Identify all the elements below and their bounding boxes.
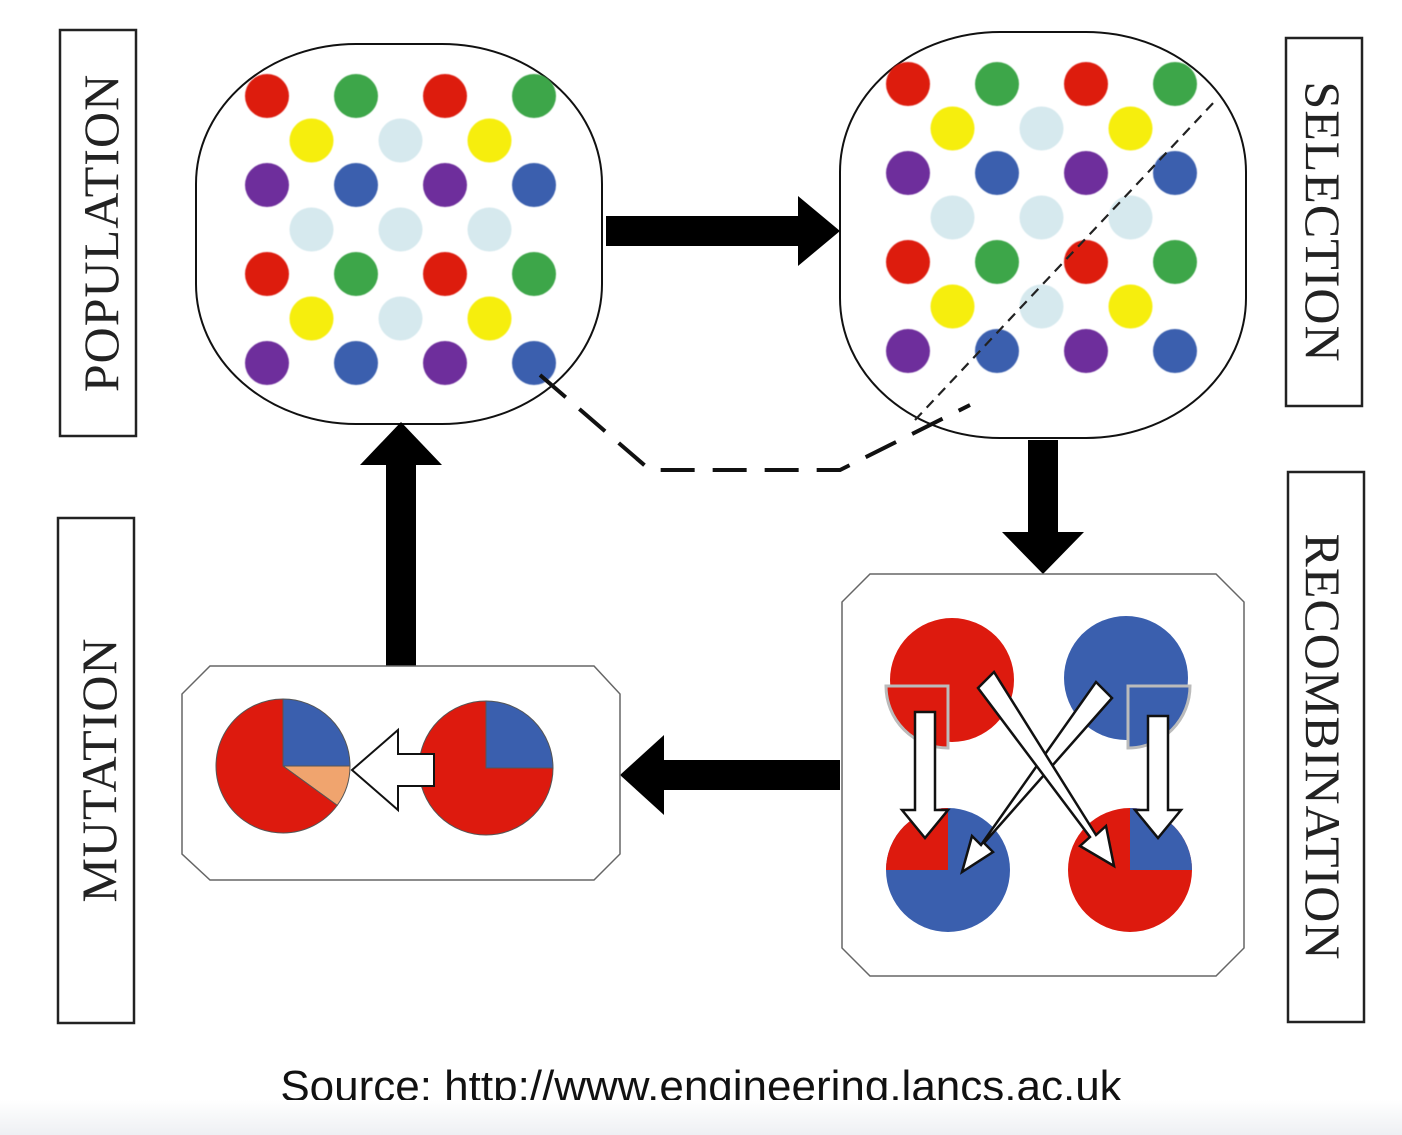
selection-individual-red [1064, 62, 1108, 106]
population-individual-lightblue [378, 118, 423, 163]
selection-individual-lightblue [1019, 195, 1064, 240]
selection-individual-green [1153, 240, 1197, 284]
elitism-dashed-path [538, 373, 971, 472]
crossover-arrows [899, 670, 1184, 875]
arrow-mutation-to-population [360, 422, 442, 666]
selection-individual-green [975, 240, 1019, 284]
population-individual-blue [334, 341, 378, 385]
population-individual-red [423, 74, 467, 118]
population-label-box: POPULATION [58, 28, 138, 438]
recombination-panel [841, 573, 1245, 977]
population-individual-lightblue [467, 207, 512, 252]
population-individual-lightblue [289, 207, 334, 252]
population-individual-red [423, 252, 467, 296]
recombination-label-box: RECOMBINATION [1286, 470, 1366, 1024]
selection-individual-purple [886, 151, 930, 195]
population-individual-purple [423, 163, 467, 207]
selection-individual-purple [886, 329, 930, 373]
mutation-child-chromosome [215, 698, 351, 834]
population-individual-green [512, 74, 556, 118]
arrow-selection-to-recombination [1002, 440, 1084, 574]
selection-individual-purple [1064, 151, 1108, 195]
recombination-label: RECOMBINATION [1295, 534, 1351, 961]
population-individual-purple [245, 163, 289, 207]
copy-arrow-left [899, 710, 951, 840]
population-individual-green [334, 74, 378, 118]
population-individual-purple [245, 341, 289, 385]
selection-individual-purple [1064, 329, 1108, 373]
selection-individual-yellow [930, 284, 975, 329]
selection-individual-red [886, 240, 930, 284]
selection-individual-yellow [1108, 284, 1153, 329]
selection-individual-red [1064, 240, 1108, 284]
child-a-chromosome [886, 808, 1010, 932]
population-individual-green [512, 252, 556, 296]
selection-individual-red [886, 62, 930, 106]
population-individual-yellow [467, 118, 512, 163]
cross-arrow-b-to-a [959, 680, 1114, 875]
population-label: POPULATION [73, 74, 129, 392]
mutation-label-box: MUTATION [56, 516, 136, 1025]
selection-individual-lightblue [1019, 284, 1064, 329]
population-individual-blue [512, 163, 556, 207]
mutation-parent-chromosome [418, 700, 554, 836]
selection-label-box: SELECTION [1284, 36, 1364, 408]
population-individual-lightblue [378, 207, 423, 252]
population-individual-lightblue [378, 296, 423, 341]
population-individual-blue [512, 341, 556, 385]
population-individual-red [245, 252, 289, 296]
child-red-segment [215, 698, 338, 834]
selection-label: SELECTION [1295, 81, 1351, 362]
population-individual-yellow [467, 296, 512, 341]
selection-individual-blue [975, 329, 1019, 373]
population-individuals [245, 74, 556, 385]
copy-arrow-right [1132, 714, 1184, 840]
population-individual-blue [334, 163, 378, 207]
selection-individual-blue [975, 151, 1019, 195]
selection-cut-line [914, 99, 1217, 421]
selection-individual-yellow [1108, 106, 1153, 151]
selection-individual-blue [1153, 151, 1197, 195]
mutation-arrow [350, 727, 435, 813]
population-individual-yellow [289, 118, 334, 163]
arrow-population-to-selection [606, 196, 840, 266]
population-individual-yellow [289, 296, 334, 341]
selection-individual-lightblue [1108, 195, 1153, 240]
selection-individual-yellow [930, 106, 975, 151]
selection-individuals [886, 62, 1197, 373]
population-individual-purple [423, 341, 467, 385]
cross-arrow-a-to-b [976, 670, 1116, 869]
selection-panel [839, 31, 1247, 439]
selection-individual-blue [1153, 329, 1197, 373]
population-individual-green [334, 252, 378, 296]
selection-individual-lightblue [1019, 106, 1064, 151]
selection-individual-green [1153, 62, 1197, 106]
mutation-label: MUTATION [71, 637, 127, 902]
child-blue-segment [282, 698, 351, 767]
selection-individual-lightblue [930, 195, 975, 240]
parent-red-segment [418, 700, 554, 836]
bottom-fade [0, 1100, 1402, 1135]
selection-individual-green [975, 62, 1019, 106]
population-individual-red [245, 74, 289, 118]
mutation-panel [181, 665, 621, 881]
population-panel [195, 43, 603, 425]
arrow-recombination-to-mutation [620, 735, 840, 815]
parent-blue-segment [485, 700, 554, 769]
